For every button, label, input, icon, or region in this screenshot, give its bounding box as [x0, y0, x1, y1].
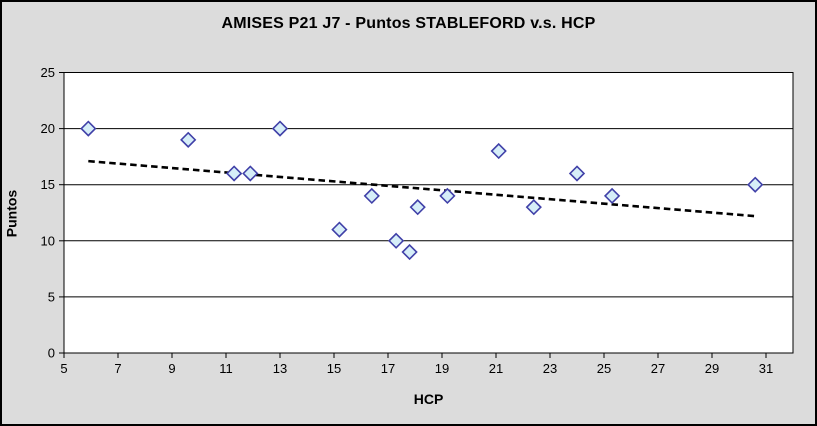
y-tick-label: 25 — [41, 65, 55, 80]
data-point — [271, 120, 289, 137]
x-tick-label: 11 — [219, 361, 233, 376]
x-tick-label: 19 — [435, 361, 449, 376]
data-point — [401, 243, 418, 261]
y-axis-title: Puntos — [3, 189, 20, 238]
y-tick-label: 15 — [41, 177, 55, 192]
chart-title: AMISES P21 J7 - Puntos STABLEFORD v.s. H… — [221, 15, 596, 32]
data-point — [747, 176, 764, 193]
data-point — [490, 142, 507, 160]
data-point — [80, 120, 97, 137]
x-tick-label: 13 — [273, 361, 287, 376]
x-tick-label: 5 — [60, 361, 67, 376]
x-tick-label: 7 — [114, 361, 121, 376]
data-point — [439, 187, 456, 205]
x-tick-label: 23 — [543, 361, 557, 376]
data-point — [409, 199, 426, 216]
data-point — [225, 165, 243, 182]
x-tick-label: 17 — [381, 361, 395, 376]
x-tick-label: 31 — [759, 361, 773, 376]
x-tick-label: 9 — [168, 361, 175, 376]
x-axis-title: HCP — [413, 391, 444, 407]
x-tick-label: 15 — [327, 361, 341, 376]
data-point — [525, 199, 542, 216]
y-tick-label: 20 — [41, 121, 55, 136]
plot-area — [63, 72, 794, 354]
data-point — [387, 232, 405, 249]
x-tick-label: 25 — [597, 361, 611, 376]
data-point — [242, 165, 259, 182]
y-tick-label: 10 — [41, 233, 55, 248]
x-tick-label: 29 — [705, 361, 719, 376]
x-tick-label: 27 — [651, 361, 665, 376]
y-tick-label: 5 — [48, 289, 55, 304]
data-point — [331, 221, 348, 238]
data-point — [603, 187, 621, 205]
x-tick-label: 21 — [489, 361, 503, 376]
trendline — [88, 159, 756, 218]
y-tick-label: 0 — [48, 346, 55, 361]
data-point — [568, 165, 586, 182]
data-point — [363, 187, 380, 205]
data-point — [180, 131, 197, 148]
